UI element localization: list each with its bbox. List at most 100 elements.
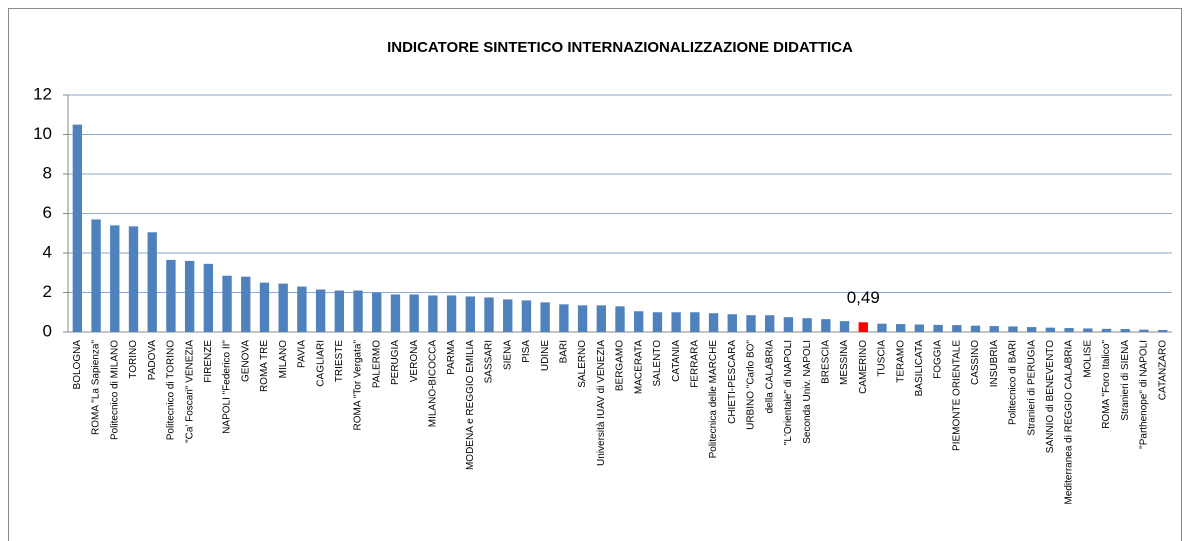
bar	[652, 312, 663, 332]
bar	[428, 295, 438, 332]
x-tick-label: GENOVA	[240, 340, 251, 382]
bar	[1026, 327, 1037, 332]
x-tick-label: MACERATA	[633, 340, 644, 394]
x-tick-label: Politecnico di BARI	[1008, 340, 1019, 425]
x-tick-label: URBINO "Carlo BO"	[746, 340, 757, 430]
x-tick-label: Stranieri di PERUGIA	[1026, 340, 1037, 436]
bar	[484, 297, 494, 332]
bar	[634, 311, 644, 332]
bar	[746, 315, 756, 332]
x-tick-label: "L'Orientale" di NAPOLI	[783, 340, 794, 445]
x-tick-label: BRESCIA	[820, 340, 831, 384]
bar	[353, 290, 363, 332]
x-tick-label: TERAMO	[895, 340, 906, 383]
bar	[147, 232, 157, 332]
x-tick-label: Seconda Univ. NAPOLI	[802, 340, 813, 444]
x-tick-label: Politecnico di TORINO	[166, 340, 177, 440]
x-tick-label: BERGAMO	[615, 340, 626, 391]
bar	[72, 124, 83, 332]
bar	[1139, 329, 1149, 332]
x-tick-label: Stranieri di SIENA	[1120, 340, 1131, 421]
x-tick-label: SIENA	[502, 340, 513, 370]
bar	[690, 312, 700, 332]
bar	[110, 225, 120, 332]
bar	[1064, 328, 1074, 332]
bar	[540, 302, 550, 332]
bar	[1083, 328, 1093, 332]
x-tick-label: BARI	[559, 340, 570, 363]
bar	[802, 318, 812, 332]
bar	[858, 322, 868, 332]
bar	[390, 294, 401, 332]
bar	[91, 219, 101, 332]
x-tick-label: CAMERINO	[858, 340, 869, 394]
bar	[559, 304, 569, 332]
x-tick-label: della CALABRIA	[764, 340, 775, 414]
x-tick-label: ROMA TRE	[259, 340, 270, 392]
bar	[166, 259, 176, 332]
bar	[446, 295, 457, 332]
x-tick-label: TRIESTE	[334, 340, 345, 383]
x-tick-label: Mediterranea di REGGIO CALABRIA	[1064, 340, 1075, 505]
x-tick-label: Politecnico di MILANO	[109, 340, 120, 440]
x-tick-label: ROMA "Tor Vergata"	[353, 340, 364, 431]
bar	[334, 290, 344, 332]
bar	[278, 283, 288, 332]
x-tick-label: Politecnica delle MARCHE	[708, 340, 719, 459]
x-tick-label: TUSCIA	[877, 340, 888, 377]
x-tick-label: CATANIA	[671, 340, 682, 382]
data-label: 0,49	[847, 288, 880, 307]
bar	[465, 296, 475, 332]
x-tick-label: MILANO	[278, 340, 289, 379]
x-tick-label: PARMA	[446, 340, 457, 375]
bar	[914, 324, 925, 332]
x-tick-label: NAPOLI "Federico II"	[222, 340, 233, 434]
bar	[839, 321, 850, 332]
bar	[577, 305, 588, 332]
bar	[896, 324, 906, 332]
x-tick-label: MOLISE	[1082, 340, 1093, 378]
bar	[409, 294, 419, 332]
bar	[727, 314, 737, 332]
bar	[615, 306, 625, 332]
x-tick-label: BOLOGNA	[72, 340, 83, 390]
bar	[933, 324, 943, 332]
y-tick-label: 0	[43, 321, 52, 340]
x-tick-label: CHIETI-PESCARA	[727, 340, 738, 424]
x-tick-label: INSUBRIA	[989, 340, 1000, 388]
x-tick-label: CASSINO	[970, 340, 981, 385]
x-tick-label: PIEMONTE ORIENTALE	[951, 340, 962, 451]
x-tick-label: FIRENZE	[203, 340, 214, 383]
bar	[503, 299, 513, 332]
x-tick-label: ROMA "La Sapienza"	[91, 340, 102, 435]
x-tick-label: FERRARA	[689, 340, 700, 388]
bar	[765, 315, 775, 332]
x-tick-label: SALERNO	[577, 340, 588, 388]
bar	[521, 300, 532, 332]
chart-title: INDICATORE SINTETICO INTERNAZIONALIZZAZI…	[387, 39, 853, 56]
x-tick-label: SANNIO di BENEVENTO	[1045, 340, 1056, 453]
bar	[877, 323, 887, 332]
x-tick-label: SASSARI	[484, 340, 495, 383]
x-tick-label: CAGLIARI	[315, 340, 326, 387]
bar	[783, 317, 794, 332]
x-tick-label: MILANO-BICOCCA	[428, 340, 439, 428]
x-tick-label: SALENTO	[652, 340, 663, 387]
y-tick-label: 6	[43, 203, 52, 222]
bar	[297, 286, 307, 332]
bar	[203, 263, 214, 332]
y-tick-label: 12	[33, 84, 52, 103]
x-tick-label: UDINE	[540, 340, 551, 371]
bar	[128, 226, 139, 332]
x-tick-label: Università IUAV di VENEZIA	[596, 340, 607, 466]
x-tick-label: MESSINA	[839, 340, 850, 385]
x-tick-label: FOGGIA	[933, 340, 944, 379]
x-tick-label: CATANZARO	[1157, 340, 1168, 400]
y-tick-label: 2	[43, 282, 52, 301]
bar	[596, 305, 606, 332]
x-tick-label: ROMA "Foro Italico"	[1101, 340, 1112, 429]
bar	[708, 313, 719, 332]
x-tick-label: "Parthenope" di NAPOLI	[1139, 340, 1150, 449]
x-tick-label: PISA	[521, 340, 532, 363]
